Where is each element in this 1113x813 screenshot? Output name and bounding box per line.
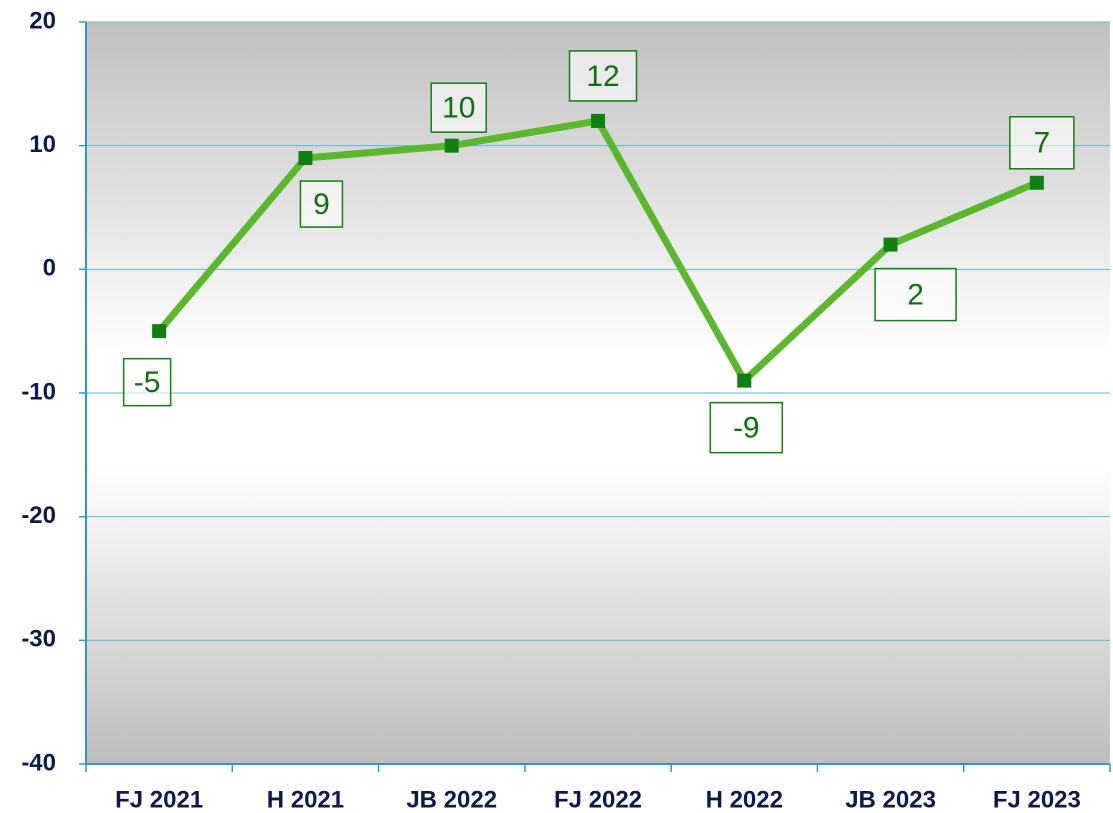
x-tick-label: H 2022 [706,786,783,813]
data-label-box [122,357,172,407]
data-label: 7 [1034,127,1051,160]
y-tick-label: 0 [43,255,56,282]
x-tick-label: FJ 2022 [554,786,642,813]
y-tick-label: -10 [21,378,56,405]
x-tick-label: FJ 2021 [115,786,203,813]
marker [737,373,752,388]
x-tick-label: H 2021 [267,786,344,813]
data-label: -9 [733,412,760,445]
x-tick-label: JB 2022 [406,786,497,813]
data-label-box [430,82,487,133]
data-label: 2 [907,279,924,312]
y-tick-label: -40 [21,749,56,776]
data-label-box [568,50,638,102]
y-tick-label: 20 [29,7,56,34]
y-tick-label: 10 [29,131,56,158]
marker [883,237,898,252]
data-label: 10 [442,92,475,125]
data-label-box [299,180,344,228]
x-tick-label: JB 2023 [845,786,936,813]
data-label: -5 [134,366,161,399]
marker [152,324,167,339]
data-label-box [1009,116,1075,170]
data-label: 12 [586,60,619,93]
y-tick-label: -30 [21,626,56,653]
marker [444,138,459,153]
data-label-box [709,401,784,454]
marker [591,113,605,128]
marker [298,151,313,166]
x-tick-label: FJ 2023 [993,786,1081,813]
marker [1029,175,1044,190]
data-label: 9 [313,188,330,221]
data-label-box [874,267,957,322]
y-tick-label: -20 [21,502,56,529]
